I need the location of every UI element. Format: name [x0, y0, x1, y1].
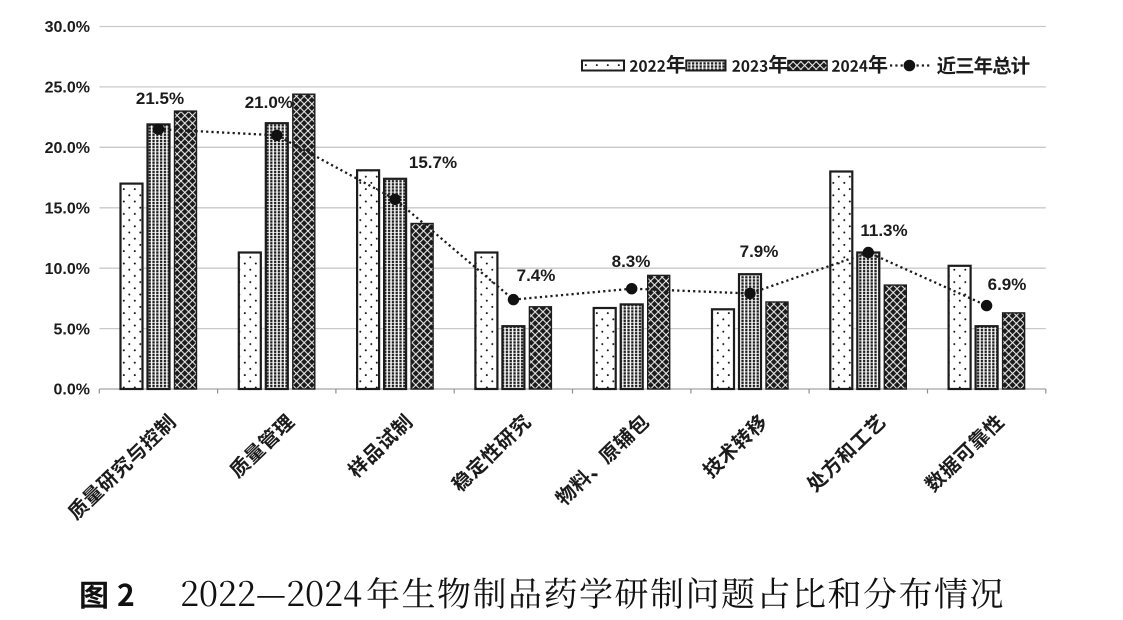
svg-text:30.0%: 30.0%: [45, 19, 90, 36]
svg-text:15.0%: 15.0%: [45, 201, 90, 218]
svg-text:21.5%: 21.5%: [136, 89, 184, 108]
svg-text:7.9%: 7.9%: [740, 242, 779, 261]
svg-text:6.9%: 6.9%: [988, 275, 1027, 294]
svg-text:21.0%: 21.0%: [245, 93, 293, 112]
svg-text:0.0%: 0.0%: [54, 382, 90, 399]
svg-text:25.0%: 25.0%: [45, 80, 90, 97]
svg-text:5.0%: 5.0%: [54, 321, 90, 338]
svg-text:8.3%: 8.3%: [612, 252, 651, 271]
svg-text:20.0%: 20.0%: [45, 140, 90, 157]
svg-text:10.0%: 10.0%: [45, 261, 90, 278]
svg-text:11.3%: 11.3%: [860, 221, 907, 240]
svg-text:7.4%: 7.4%: [517, 266, 556, 285]
svg-text:15.7%: 15.7%: [409, 153, 457, 172]
